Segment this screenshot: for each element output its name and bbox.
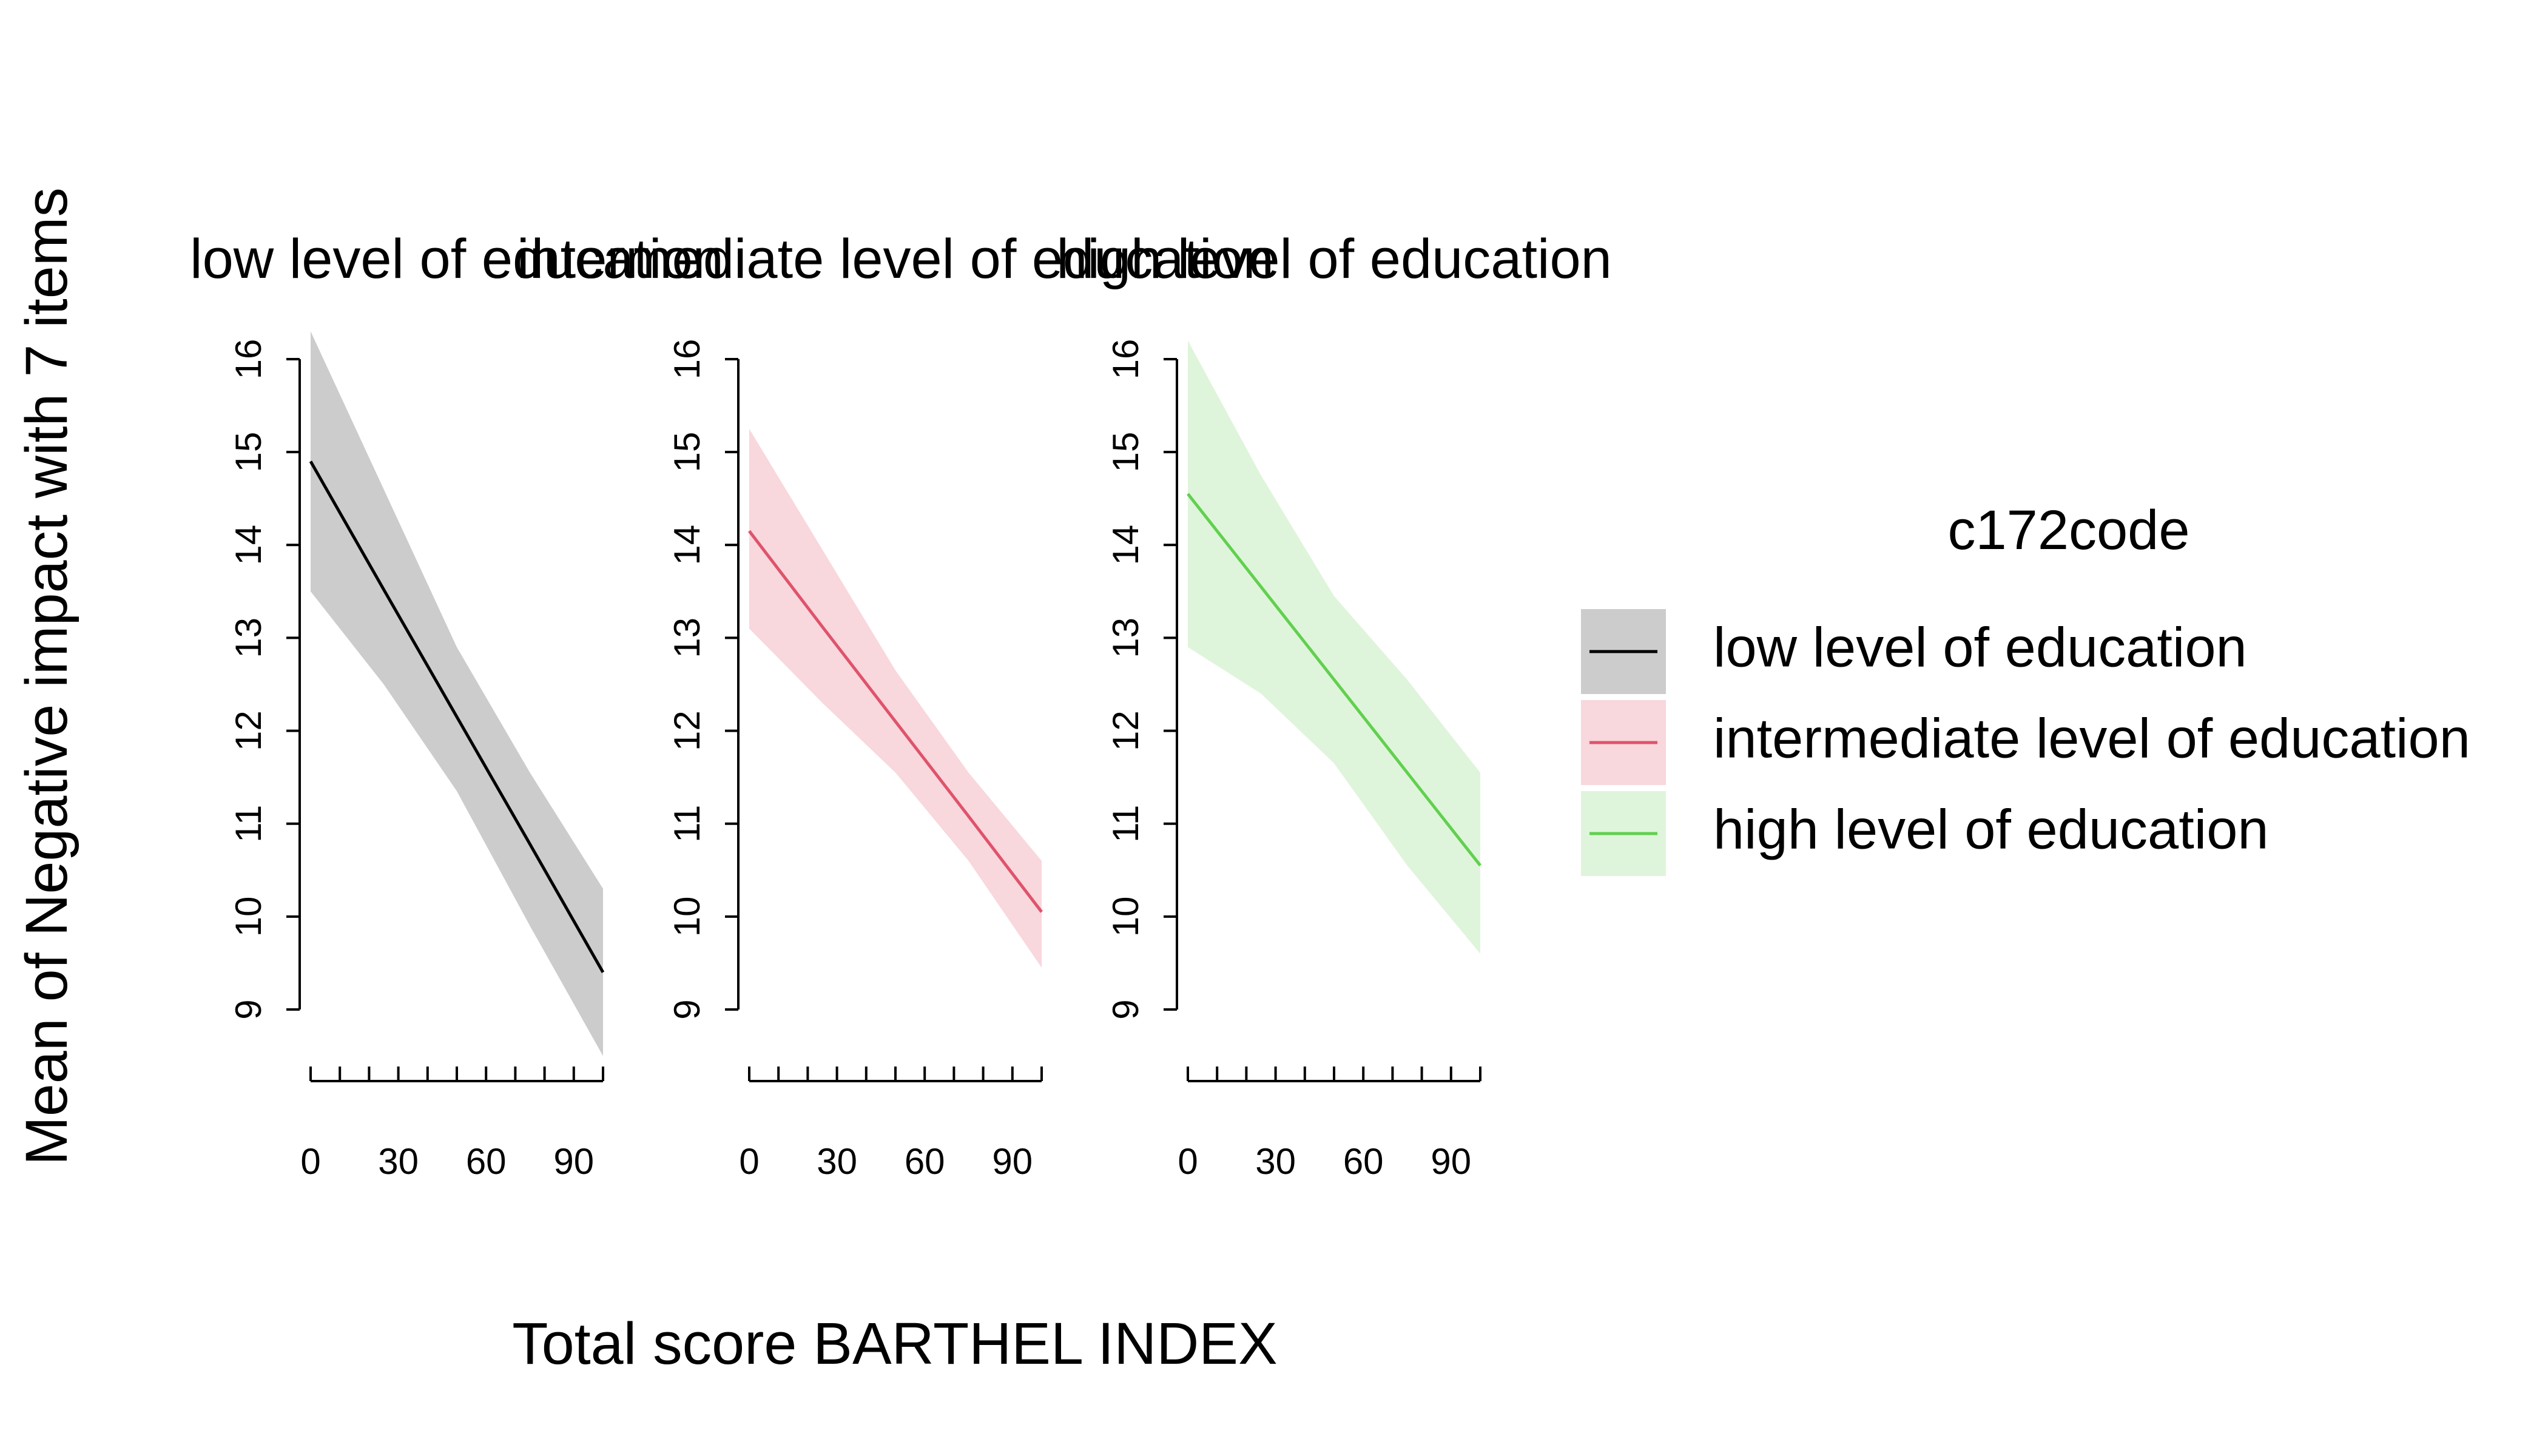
y-tick-label: 11 <box>1105 805 1146 843</box>
y-tick-label: 10 <box>1105 896 1146 937</box>
fit-line <box>748 530 1043 913</box>
x-tick-label: 30 <box>1255 1141 1296 1182</box>
y-tick-label: 16 <box>1105 339 1146 380</box>
y-tick-label: 14 <box>667 525 707 565</box>
y-tick-label: 12 <box>228 710 269 751</box>
panel-title: high level of education <box>1056 228 1612 290</box>
legend-entry-label: low level of education <box>1713 616 2247 678</box>
y-tick-label: 10 <box>228 896 269 937</box>
confidence-band <box>1188 340 1480 954</box>
legend: c172code low level of education intermedi… <box>1581 499 2470 876</box>
y-tick-label: 13 <box>1105 618 1146 658</box>
x-tick-label: 90 <box>553 1141 594 1182</box>
y-tick-label: 16 <box>667 339 707 380</box>
confidence-band <box>311 331 603 1056</box>
x-tick-label: 0 <box>739 1141 759 1182</box>
panel-1: 9 10 11 12 13 14 15 16 0 30 60 90 low level of educa… <box>190 228 724 1182</box>
y-tick-label: 9 <box>667 999 707 1019</box>
y-tick-label: 11 <box>228 805 269 843</box>
x-tick-label: 90 <box>1431 1141 1471 1182</box>
legend-entry-1: low level of education <box>1581 609 2247 694</box>
y-tick-label: 16 <box>228 339 269 380</box>
y-tick-label: 15 <box>1105 432 1146 473</box>
y-tick-label: 9 <box>228 999 269 1019</box>
legend-entry-label: intermediate level of education <box>1713 707 2470 769</box>
legend-entry-3: high level of education <box>1581 791 2269 876</box>
y-tick-label: 15 <box>228 432 269 473</box>
y-tick-label: 13 <box>667 618 707 658</box>
y-tick-label: 12 <box>1105 710 1146 751</box>
x-axis-label: Total score BARTHEL INDEX <box>512 1310 1277 1377</box>
legend-entry-2: intermediate level of education <box>1581 700 2470 785</box>
fit-line <box>1187 493 1481 867</box>
y-tick-label: 14 <box>228 525 269 565</box>
x-tick-label: 0 <box>1178 1141 1198 1182</box>
panel-title: intermediate level of education <box>517 228 1274 290</box>
x-tick-label: 30 <box>817 1141 857 1182</box>
y-tick-label: 13 <box>228 618 269 658</box>
y-tick-label: 12 <box>667 710 707 751</box>
x-tick-label: 90 <box>992 1141 1033 1182</box>
panel-3: 9 10 11 12 13 14 15 16 0 30 60 90 high level of educ… <box>1056 228 1612 1182</box>
x-tick-label: 30 <box>378 1141 419 1182</box>
legend-entry-label: high level of education <box>1713 798 2269 860</box>
y-tick-label: 9 <box>1105 999 1146 1019</box>
x-tick-label: 60 <box>1343 1141 1384 1182</box>
x-tick-label: 0 <box>300 1141 320 1182</box>
y-tick-label: 14 <box>1105 525 1146 565</box>
x-tick-label: 60 <box>466 1141 507 1182</box>
y-axis-label: Mean of Negative impact with 7 items <box>13 187 79 1165</box>
fit-line <box>309 460 605 973</box>
y-tick-label: 11 <box>667 805 707 843</box>
confidence-band <box>749 428 1042 968</box>
y-tick-label: 15 <box>667 432 707 473</box>
x-tick-label: 60 <box>905 1141 945 1182</box>
legend-title: c172code <box>1948 499 2190 561</box>
y-tick-label: 10 <box>667 896 707 937</box>
panel-title: low level of education <box>190 228 724 290</box>
legend-entries: low level of education intermediate level… <box>1581 609 2470 876</box>
